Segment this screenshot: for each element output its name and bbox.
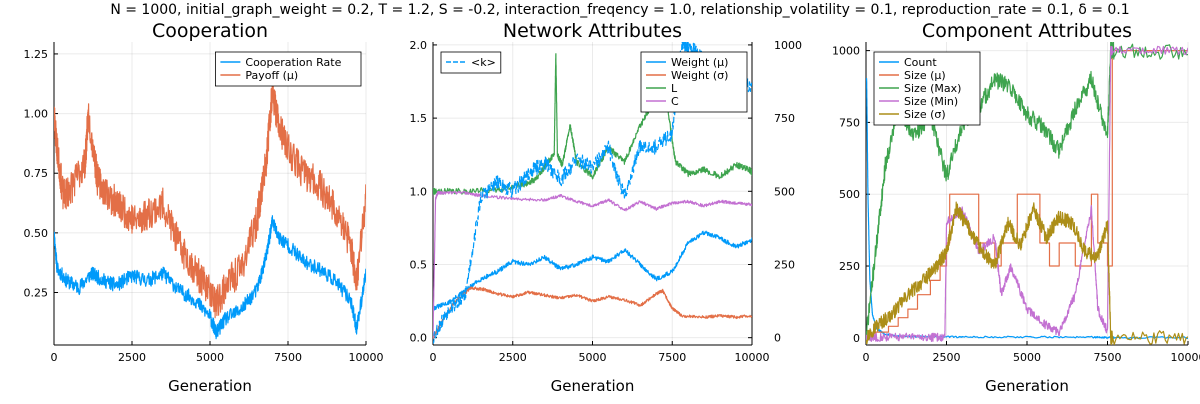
x-tick-label: 10000 — [349, 351, 384, 364]
legend-label: Cooperation Rate — [245, 56, 341, 69]
y-tick-label: 1.25 — [24, 48, 49, 61]
y-tick-label: 500 — [839, 188, 860, 201]
secondary-y-tick-label: 1000 — [774, 39, 802, 52]
secondary-y-tick-label: 0 — [774, 332, 781, 345]
legend-label: <k> — [471, 56, 496, 69]
legend-label: Weight (μ) — [671, 56, 728, 69]
x-tick-label: 10000 — [1171, 351, 1200, 364]
legend-label: Count — [904, 56, 937, 69]
y-tick-label: 1000 — [832, 45, 860, 58]
legend-label: Payoff (μ) — [245, 69, 298, 82]
legend-label: L — [671, 82, 678, 95]
x-tick-label: 0 — [51, 351, 58, 364]
x-tick-label: 0 — [430, 351, 437, 364]
figure-suptitle: N = 1000, initial_graph_weight = 0.2, T … — [110, 2, 1129, 18]
legend-label: Weight (σ) — [671, 69, 728, 82]
x-tick-label: 10000 — [735, 351, 770, 364]
legend-label: Size (μ) — [904, 69, 946, 82]
panel-title: Network Attributes — [503, 20, 682, 42]
x-tick-label: 2500 — [933, 351, 961, 364]
y-tick-label: 1.00 — [24, 108, 49, 121]
y-tick-label: 0.50 — [24, 227, 49, 240]
legend-label: Size (Min) — [904, 95, 958, 108]
y-tick-label: 0.25 — [24, 287, 49, 300]
y-tick-label: 0.75 — [24, 167, 49, 180]
x-tick-label: 7500 — [1094, 351, 1122, 364]
x-tick-label: 7500 — [274, 351, 302, 364]
secondary-y-tick-label: 250 — [774, 258, 795, 271]
x-tick-label: 2500 — [499, 351, 527, 364]
y-tick-label: 0.0 — [410, 332, 428, 345]
x-tick-label: 5000 — [196, 351, 224, 364]
y-tick-label: 750 — [839, 116, 860, 129]
x-axis-label: Generation — [168, 377, 252, 395]
y-tick-label: 1.0 — [410, 185, 428, 198]
y-tick-label: 1.5 — [410, 112, 428, 125]
legend: Weight (μ)Weight (σ)LC — [641, 52, 747, 112]
legend-label: C — [671, 95, 679, 108]
legend-label: Size (Max) — [904, 82, 961, 95]
legend-label: Size (σ) — [904, 108, 946, 121]
x-tick-label: 7500 — [658, 351, 686, 364]
cooperation-panel: Cooperation 0 2500 5000 7500 10000 0.25 0.50 0.7… — [24, 20, 384, 395]
y-tick-label: 2.0 — [410, 39, 428, 52]
x-tick-label: 5000 — [1013, 351, 1041, 364]
x-axis-label: Generation — [551, 377, 635, 395]
y-tick-label: 0.5 — [410, 258, 428, 271]
secondary-y-tick-label: 750 — [774, 112, 795, 125]
x-tick-label: 0 — [863, 351, 870, 364]
legend: <k> — [441, 52, 501, 73]
component-attributes-panel: Component Attributes 0 2500 5000 7500 10000 0 2… — [832, 20, 1200, 395]
y-tick-label: 250 — [839, 260, 860, 273]
secondary-y-tick-label: 500 — [774, 185, 795, 198]
x-tick-label: 2500 — [118, 351, 146, 364]
panel-title: Component Attributes — [922, 20, 1132, 42]
y-tick-label: 0 — [853, 332, 860, 345]
panel-title: Cooperation — [152, 20, 268, 42]
x-tick-label: 5000 — [579, 351, 607, 364]
x-axis-label: Generation — [985, 377, 1069, 395]
